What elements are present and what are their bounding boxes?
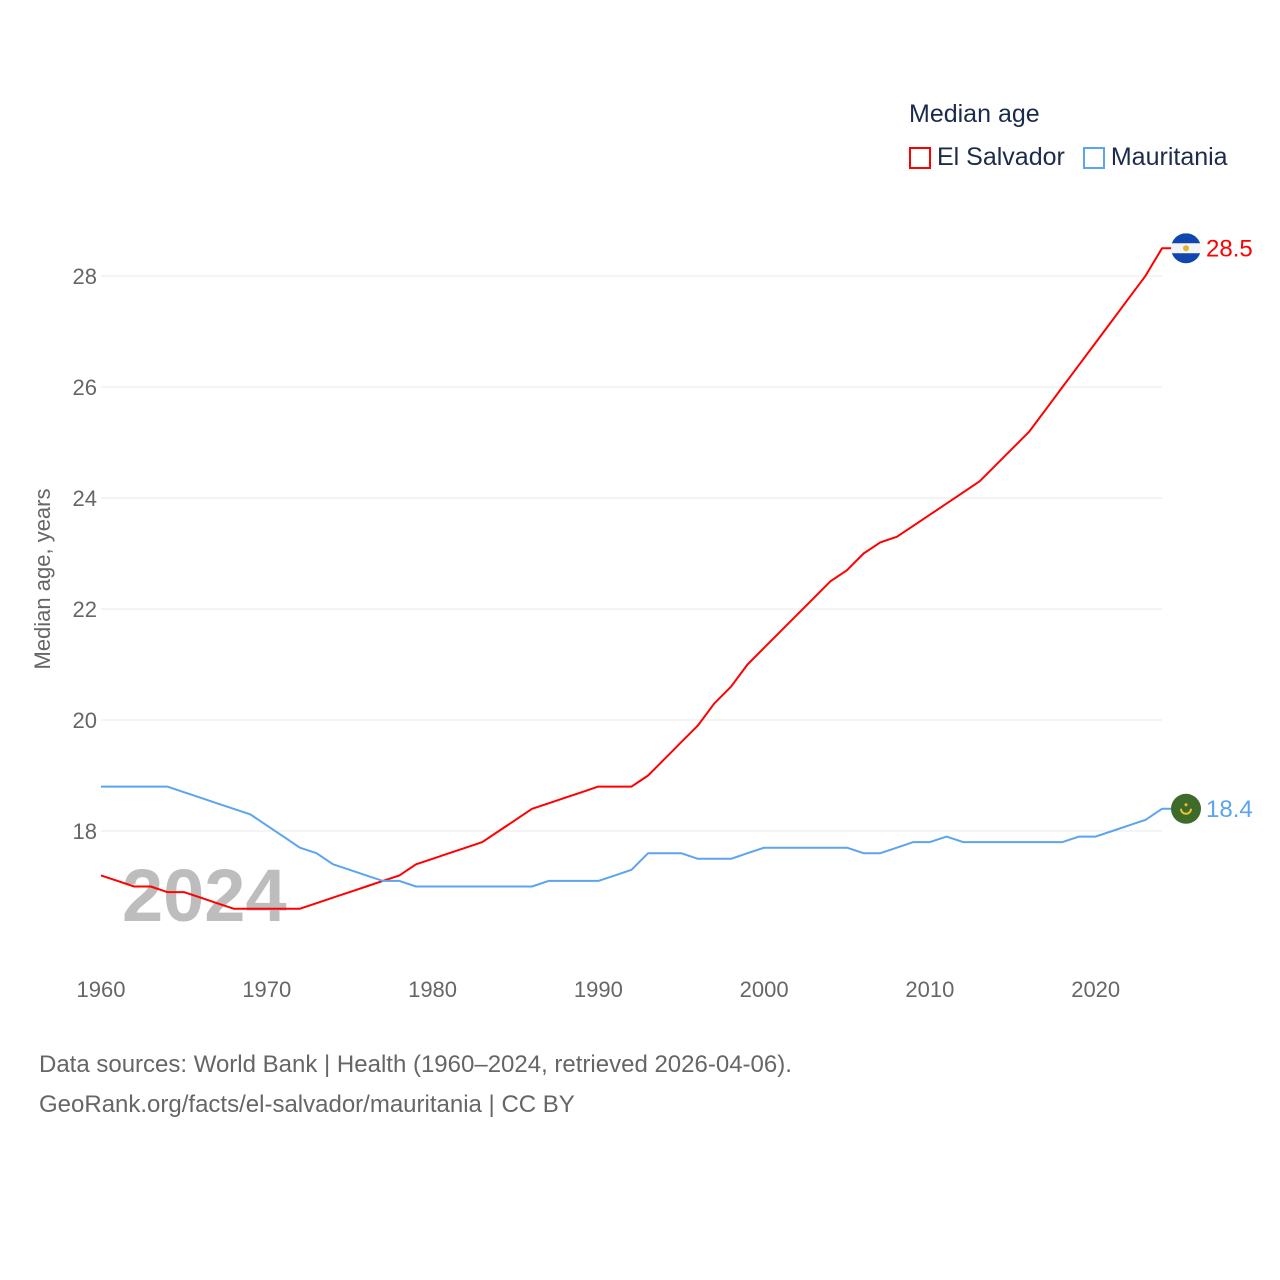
y-tick-label: 20 xyxy=(73,708,97,733)
legend-item-mauritania[interactable]: Mauritania xyxy=(1082,143,1228,172)
year-watermark: 2024 xyxy=(122,854,287,937)
footer: Data sources: World Bank | Health (1960–… xyxy=(39,1045,792,1125)
y-tick-label: 22 xyxy=(73,597,97,622)
x-tick-label: 1980 xyxy=(408,977,457,1002)
y-tick-label: 28 xyxy=(73,264,97,289)
attribution-text: GeoRank.org/facts/el-salvador/mauritania… xyxy=(39,1091,575,1118)
end-value-label: 18.4 xyxy=(1206,796,1253,823)
el-salvador-flag-icon xyxy=(1171,233,1201,264)
x-tick-label: 1990 xyxy=(574,977,623,1002)
x-tick-label: 1960 xyxy=(77,977,126,1002)
y-tick-label: 26 xyxy=(73,375,97,400)
legend: El Salvador Mauritania xyxy=(909,143,1228,172)
legend-swatch-mauritania xyxy=(1082,146,1105,169)
series-line-mauritania xyxy=(101,785,1172,888)
legend-label: Mauritania xyxy=(1110,143,1228,171)
legend-title: Median age xyxy=(909,100,1040,128)
x-tick-label: 1970 xyxy=(242,977,291,1002)
legend-label: El Salvador xyxy=(937,143,1065,171)
legend-swatch-el-salvador xyxy=(909,146,931,169)
y-tick-label: 24 xyxy=(73,486,97,511)
legend-item-el-salvador[interactable]: El Salvador xyxy=(909,143,1065,172)
y-axis-label: Median age, years xyxy=(30,489,55,670)
x-tick-label: 2010 xyxy=(905,977,954,1002)
x-tick-label: 2020 xyxy=(1071,977,1120,1002)
end-value-label: 28.5 xyxy=(1206,235,1253,262)
series-line-el-salvador xyxy=(100,247,1172,910)
mauritania-flag-icon xyxy=(1171,793,1201,824)
x-tick-label: 2000 xyxy=(740,977,789,1002)
y-tick-label: 18 xyxy=(73,819,97,844)
data-source-text: Data sources: World Bank | Health (1960–… xyxy=(39,1051,792,1078)
